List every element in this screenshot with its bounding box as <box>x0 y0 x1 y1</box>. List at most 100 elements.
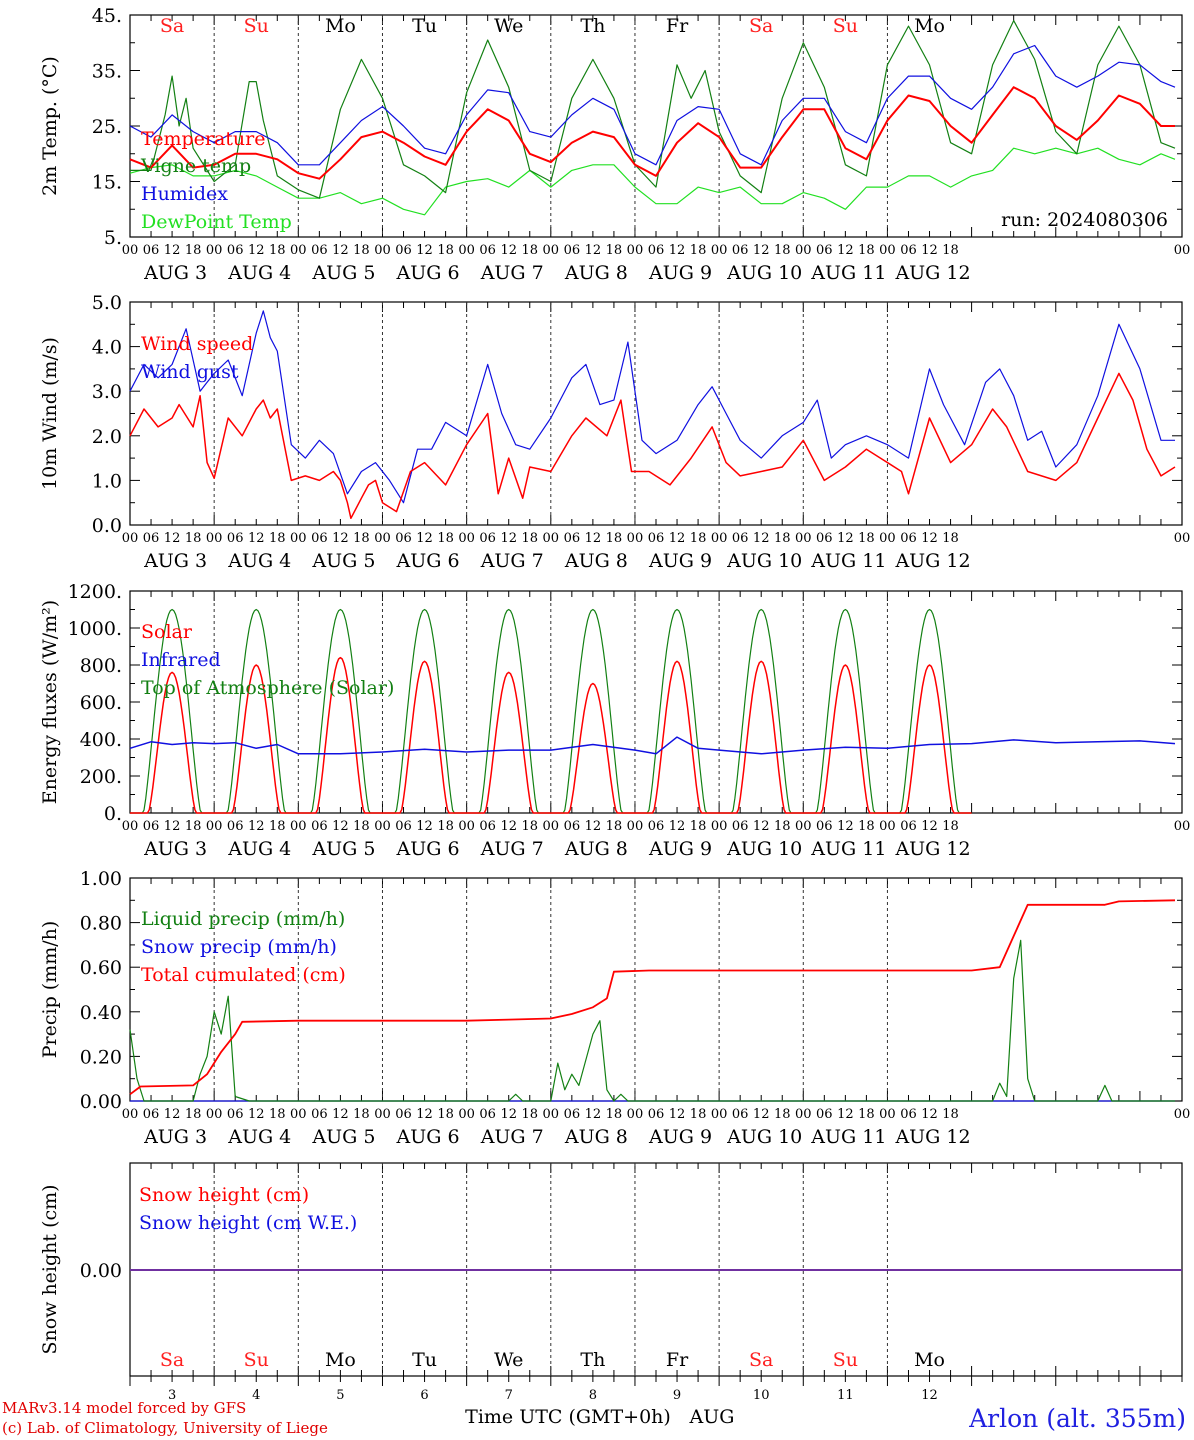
weekday-label: Th <box>580 1349 605 1371</box>
date-label: AUG 10 <box>726 550 802 572</box>
y-tick-label: 200. <box>80 766 122 788</box>
hour-tick-label: 06 <box>900 1107 917 1122</box>
y-tick-label: 0.20 <box>80 1046 122 1068</box>
hour-tick-label: 12 <box>921 531 938 546</box>
hour-tick-label: 18 <box>521 819 538 834</box>
date-label: AUG 7 <box>480 838 544 860</box>
hour-tick-label: 00 <box>206 1107 223 1122</box>
y-tick-label: 0.80 <box>80 913 122 935</box>
y-tick-label: 0.00 <box>80 1091 122 1113</box>
hour-tick-label: 00 <box>1174 1107 1191 1122</box>
legend-entry: Total cumulated (cm) <box>141 964 346 986</box>
hour-tick-label: 06 <box>227 819 244 834</box>
legend-entry: Infrared <box>141 649 221 671</box>
hour-tick-label: 00 <box>290 1107 307 1122</box>
date-label: AUG 11 <box>810 1126 886 1148</box>
legend-entry: Solar <box>141 621 193 643</box>
weekday-label: Su <box>244 15 269 37</box>
hour-tick-label: 00 <box>290 243 307 258</box>
weekday-label: Sa <box>160 15 184 37</box>
hour-tick-label: 00 <box>122 1107 139 1122</box>
hour-tick-label: 18 <box>606 243 623 258</box>
date-label: AUG 4 <box>227 1126 291 1148</box>
date-label: AUG 9 <box>648 838 712 860</box>
hour-tick-label: 00 <box>1174 819 1191 834</box>
hour-tick-label: 12 <box>921 819 938 834</box>
legend-entry: DewPoint Temp <box>141 211 292 233</box>
hour-tick-label: 18 <box>774 531 791 546</box>
hour-tick-label: 18 <box>774 243 791 258</box>
hour-tick-label: 12 <box>500 819 517 834</box>
hour-tick-label: 06 <box>648 1107 665 1122</box>
weekday-label: Mo <box>914 1349 945 1371</box>
weekday-label: Sa <box>749 1349 773 1371</box>
y-axis-label: Energy fluxes (W/m²) <box>39 600 61 804</box>
legend-entry: Temperature <box>141 128 265 150</box>
weekday-label: Th <box>580 15 605 37</box>
hour-tick-label: 12 <box>416 243 433 258</box>
hour-tick-label: 00 <box>122 531 139 546</box>
hour-tick-label: 00 <box>206 531 223 546</box>
date-label: AUG 12 <box>894 1126 970 1148</box>
date-label: AUG 6 <box>396 550 460 572</box>
hour-tick-label: 18 <box>185 531 202 546</box>
hour-tick-label: 06 <box>732 819 749 834</box>
hour-tick-label: 18 <box>269 819 286 834</box>
hour-tick-label: 00 <box>458 243 475 258</box>
date-label: AUG 4 <box>227 262 291 284</box>
y-tick-label: 25. <box>92 116 122 138</box>
weekday-label: We <box>494 1349 523 1371</box>
day-number-label: 12 <box>921 1388 938 1403</box>
hour-tick-label: 06 <box>900 243 917 258</box>
weekday-label: Mo <box>914 15 945 37</box>
hour-tick-label: 00 <box>627 531 644 546</box>
hour-tick-label: 18 <box>521 243 538 258</box>
hour-tick-label: 12 <box>585 819 602 834</box>
hour-tick-label: 00 <box>543 531 560 546</box>
hour-tick-label: 18 <box>606 1107 623 1122</box>
date-label: AUG 8 <box>564 838 628 860</box>
series-line <box>129 736 1176 755</box>
hour-tick-label: 12 <box>164 1107 181 1122</box>
y-axis-label: Precip (mm/h) <box>39 921 61 1059</box>
y-tick-label: 1.00 <box>80 868 122 890</box>
time-axis-title: Time UTC (GMT+0h) <box>465 1406 671 1428</box>
y-axis-label: 2m Temp. (°C) <box>39 56 61 196</box>
hour-tick-label: 18 <box>690 819 707 834</box>
hour-tick-label: 12 <box>753 819 770 834</box>
day-number-label: 3 <box>168 1388 176 1403</box>
date-label: AUG 6 <box>396 262 460 284</box>
weekday-label: Su <box>244 1349 269 1371</box>
series-line <box>130 20 1176 199</box>
y-tick-label: 5.0 <box>92 292 122 314</box>
y-axis-label: 10m Wind (m/s) <box>39 337 61 490</box>
weekday-label: Fr <box>666 15 689 37</box>
hour-tick-label: 12 <box>248 819 265 834</box>
hour-tick-label: 00 <box>458 1107 475 1122</box>
hour-tick-label: 18 <box>437 531 454 546</box>
hour-tick-label: 18 <box>185 243 202 258</box>
hour-tick-label: 18 <box>942 1107 959 1122</box>
hour-tick-label: 18 <box>353 819 370 834</box>
series-line <box>129 44 1176 166</box>
hour-tick-label: 06 <box>479 243 496 258</box>
hour-tick-label: 18 <box>437 1107 454 1122</box>
hour-tick-label: 00 <box>1174 243 1191 258</box>
hour-tick-label: 06 <box>900 819 917 834</box>
series-line <box>129 372 1176 520</box>
hour-tick-label: 12 <box>416 1107 433 1122</box>
hour-tick-label: 06 <box>648 243 665 258</box>
y-tick-label: 1000. <box>68 618 122 640</box>
date-label: AUG 3 <box>143 550 207 572</box>
hour-tick-label: 00 <box>795 819 812 834</box>
run-label: run: 2024080306 <box>1001 209 1168 231</box>
date-label: AUG 9 <box>648 1126 712 1148</box>
hour-tick-label: 18 <box>774 1107 791 1122</box>
hour-tick-label: 00 <box>206 819 223 834</box>
hour-tick-label: 06 <box>395 531 412 546</box>
hour-tick-label: 06 <box>479 819 496 834</box>
hour-tick-label: 12 <box>332 819 349 834</box>
hour-tick-label: 06 <box>395 1107 412 1122</box>
y-tick-label: 0.00 <box>80 1260 122 1282</box>
hour-tick-label: 00 <box>458 819 475 834</box>
